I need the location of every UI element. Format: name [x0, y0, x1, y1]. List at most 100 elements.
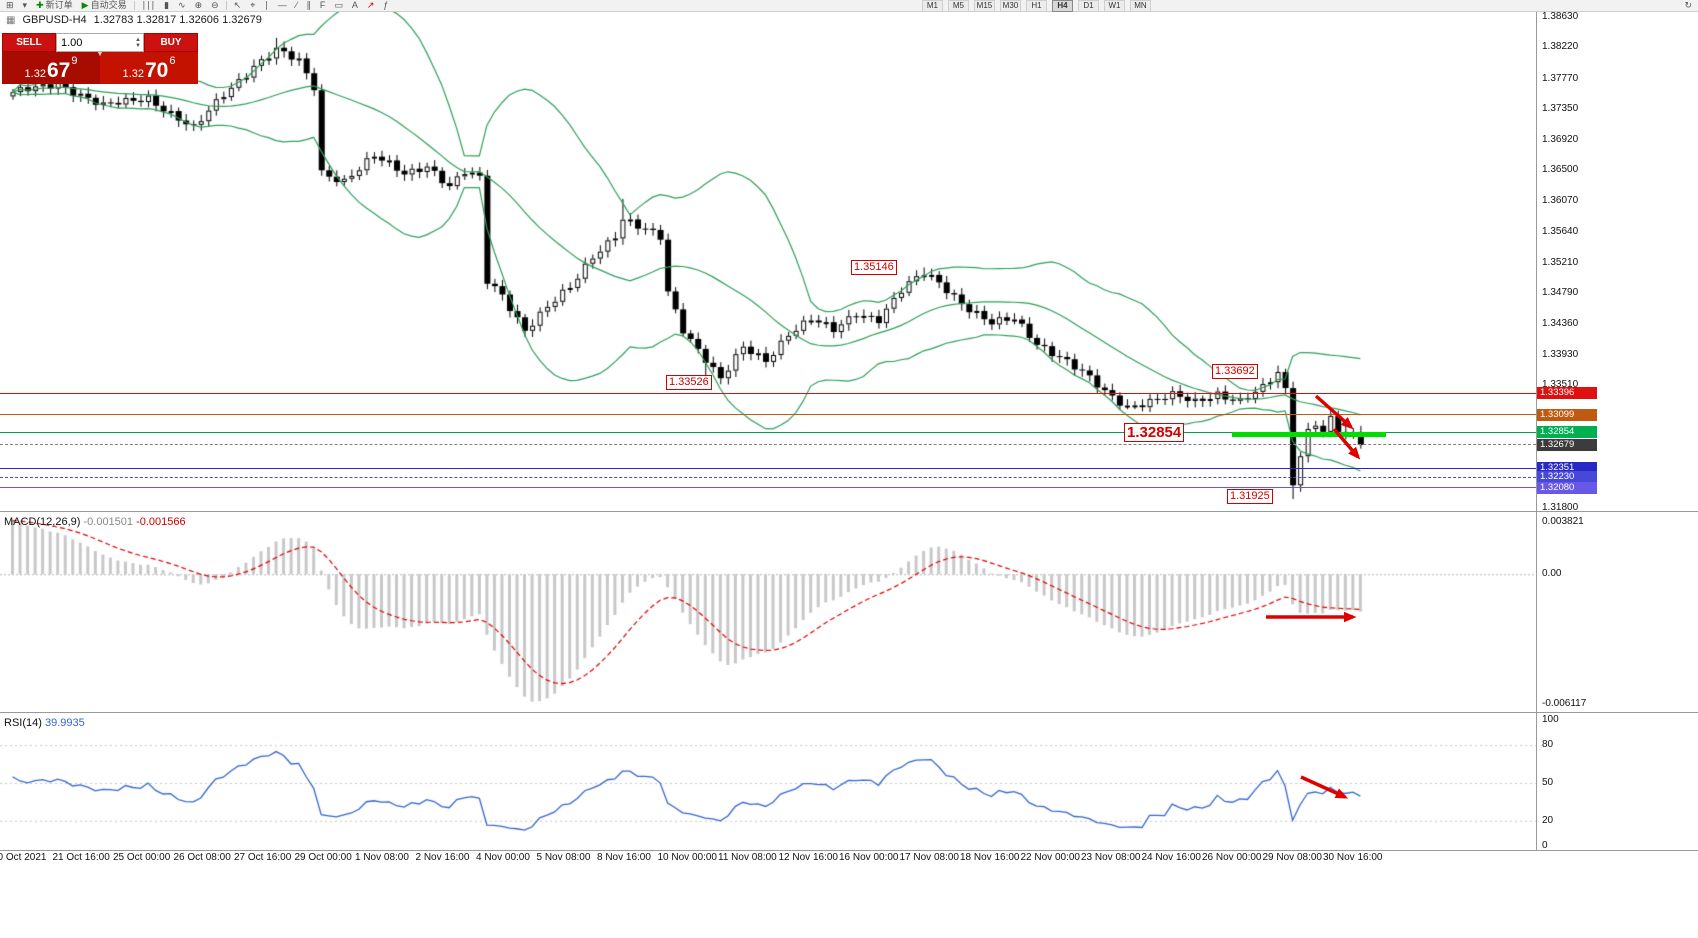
panel-separator[interactable]: [0, 712, 1698, 713]
price-badge-1.32679: 1.32679: [1537, 438, 1597, 451]
volume-stepper[interactable]: ▲ ▼: [133, 37, 143, 49]
time-label: 20 Oct 2021: [0, 852, 47, 863]
price-axis-separator: [1536, 12, 1537, 850]
horizontal-line-1.33396[interactable]: [0, 392, 1536, 394]
price-callout-1.33526[interactable]: 1.33526: [666, 375, 712, 390]
stepper-up-icon[interactable]: ▲: [135, 36, 141, 43]
tf-m1[interactable]: M1: [921, 0, 943, 12]
line-chart-button[interactable]: ∿: [176, 0, 188, 11]
zoom-in-icon: ⊕: [194, 0, 203, 10]
tf-mn[interactable]: MN: [1129, 0, 1151, 12]
rsi-axis-value: 80: [1542, 739, 1554, 751]
price-axis-tick: 1.34790: [1542, 287, 1579, 299]
horizontal-line-1.32351[interactable]: [0, 467, 1536, 469]
crosshair-button[interactable]: ⌖: [248, 0, 257, 11]
tf-d1[interactable]: D1: [1077, 0, 1099, 12]
refresh-button[interactable]: ↻: [1682, 0, 1694, 11]
macd-axis-value: -0.006117: [1542, 698, 1587, 709]
hline-button[interactable]: —: [276, 0, 289, 11]
tf-m15[interactable]: M15: [973, 0, 995, 12]
new-order-button[interactable]: ✚ 新订单: [34, 0, 75, 11]
sell-price-figure: 1.32: [24, 68, 46, 80]
rsi-label: RSI(14) 39.9935: [4, 717, 85, 729]
candlestick-button[interactable]: ▮: [162, 0, 171, 11]
new-chart-icon: ⊞: [6, 0, 14, 10]
autotrading-button[interactable]: ▶ 自动交易: [80, 0, 129, 11]
tf-h1[interactable]: H1: [1025, 0, 1047, 12]
price-axis-tick: 1.36500: [1542, 164, 1579, 176]
arrows-tool-button[interactable]: ↗: [365, 0, 377, 11]
price-axis-tick: 1.37350: [1542, 103, 1579, 115]
indicators-button[interactable]: ƒ: [381, 0, 390, 11]
tf-h4[interactable]: H4: [1051, 0, 1073, 12]
spread-marker-icon: ▼: [96, 51, 104, 58]
time-label: 21 Oct 16:00: [52, 852, 110, 863]
one-click-trade-panel: SELL ▲▼ BUY ▼ 1.32 67 9 1.32 70 6: [2, 33, 198, 84]
buy-price-display[interactable]: 1.32 70 6: [100, 52, 198, 84]
horizontal-line-1.3223[interactable]: [0, 476, 1536, 478]
time-label: 5 Nov 08:00: [536, 852, 591, 863]
shapes-button[interactable]: ▭: [332, 0, 345, 11]
price-callout-1.33692[interactable]: 1.33692: [1212, 364, 1258, 379]
new-chart-button[interactable]: ⊞: [4, 0, 16, 11]
macd-axis-value: 0.00: [1542, 568, 1562, 580]
toolbar-separator: [133, 1, 135, 10]
sell-price-point: 9: [71, 55, 78, 67]
indicators-icon: ƒ: [383, 0, 389, 10]
stepper-down-icon[interactable]: ▼: [135, 42, 141, 49]
tf-m30[interactable]: M30: [999, 0, 1021, 12]
rsi-indicator-chart[interactable]: [0, 714, 1536, 849]
cursor-icon: ↖: [233, 0, 242, 10]
time-label: 16 Nov 00:00: [839, 852, 899, 863]
tf-w1[interactable]: W1: [1103, 0, 1125, 12]
chart-list-button[interactable]: ▾: [21, 0, 30, 11]
support-zone-segment[interactable]: [1232, 432, 1386, 438]
rsi-axis-value: 100: [1542, 714, 1559, 725]
symbol-ohlc: 1.32783 1.32817 1.32606 1.32679: [93, 14, 262, 26]
plus-icon: ✚: [36, 0, 44, 10]
horizontal-line-1.32854[interactable]: [0, 431, 1536, 433]
tf-m5[interactable]: M5: [947, 0, 969, 12]
macd-axis-value: 0.003821: [1542, 516, 1584, 527]
price-axis-tick: 1.35210: [1542, 256, 1579, 268]
volume-input[interactable]: [57, 36, 134, 49]
horizontal-line-1.32679[interactable]: [0, 444, 1536, 446]
panel-separator[interactable]: [0, 511, 1698, 512]
zoom-out-button[interactable]: ⊖: [209, 0, 221, 11]
price-axis-tick: 1.34360: [1542, 318, 1579, 329]
channel-button[interactable]: ∥: [304, 0, 313, 11]
autotrading-label: 自动交易: [90, 0, 127, 10]
price-callout-1.35146[interactable]: 1.35146: [851, 260, 897, 275]
vline-button[interactable]: ∣: [262, 0, 271, 11]
price-axis-tick: 1.36070: [1542, 195, 1579, 207]
time-label: 26 Oct 08:00: [173, 852, 231, 863]
price-callout-1.32854[interactable]: 1.32854: [1124, 423, 1185, 442]
price-display: ▼ 1.32 67 9 1.32 70 6: [2, 51, 198, 84]
macd-name: MACD(12,26,9): [4, 516, 81, 528]
zoom-in-button[interactable]: ⊕: [193, 0, 205, 11]
time-axis-separator: [0, 850, 1698, 851]
rsi-axis-value: 50: [1542, 777, 1554, 788]
time-label: 10 Nov 00:00: [657, 852, 718, 863]
rsi-name: RSI(14): [4, 717, 42, 729]
price-badge-1.33099: 1.33099: [1537, 408, 1597, 421]
arrow-tool-icon: ↗: [366, 0, 375, 10]
price-axis-tick: 1.35640: [1542, 225, 1579, 237]
time-label: 2 Nov 16:00: [415, 852, 470, 863]
text-button[interactable]: A: [350, 0, 360, 11]
sell-price-display[interactable]: 1.32 67 9: [2, 52, 100, 84]
horizontal-line-icon: —: [277, 0, 287, 10]
horizontal-line-1.3208[interactable]: [0, 487, 1536, 489]
horizontal-line-1.33099[interactable]: [0, 414, 1536, 416]
cursor-button[interactable]: ↖: [232, 0, 244, 11]
price-axis-tick: 1.38630: [1542, 11, 1579, 23]
macd-indicator-chart[interactable]: [0, 513, 1536, 711]
price-badge-1.32080: 1.32080: [1537, 481, 1597, 494]
main-price-chart[interactable]: [0, 12, 1536, 510]
fibonacci-button[interactable]: F: [318, 0, 328, 11]
trendline-button[interactable]: ∕: [294, 0, 300, 11]
buy-button[interactable]: BUY: [144, 33, 198, 52]
bar-chart-button[interactable]: ∣∣∣: [140, 0, 158, 11]
sell-button[interactable]: SELL: [2, 33, 56, 52]
price-callout-1.31925[interactable]: 1.31925: [1227, 489, 1273, 504]
